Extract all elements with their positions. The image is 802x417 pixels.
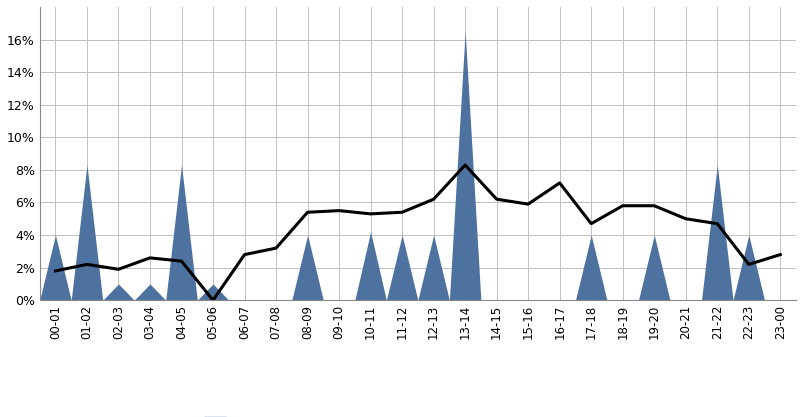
Legend: Olyckor, >2enheter samt >1h insats, Samtliga insatser: Olyckor, >2enheter samt >1h insats, Samt…	[198, 412, 636, 417]
